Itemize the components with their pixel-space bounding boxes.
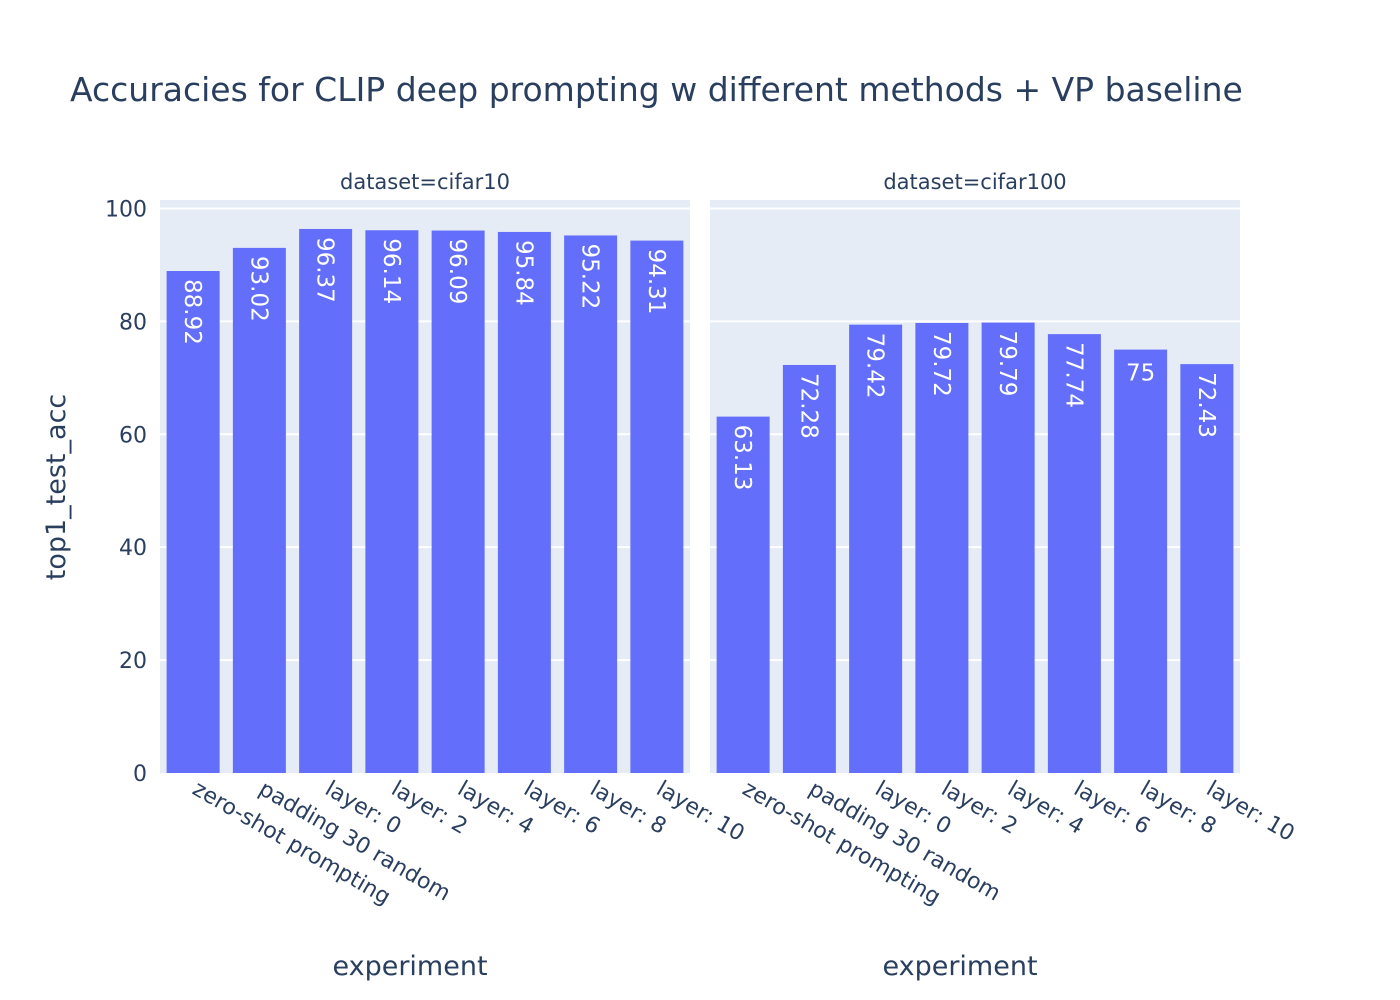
bar-7[interactable]	[564, 235, 618, 773]
bar-value-label: 77.74	[1060, 342, 1086, 408]
y-tick-label: 20	[119, 649, 147, 674]
bar-value-label: 72.28	[795, 373, 821, 439]
x-tick-label: layer: 8	[1136, 777, 1221, 840]
bar-3[interactable]	[849, 324, 903, 773]
bar-value-label: 75	[1126, 361, 1155, 387]
bar-6[interactable]	[497, 231, 551, 773]
x-tick-label: layer: 2	[387, 777, 472, 840]
bar-value-label: 79.42	[862, 333, 888, 399]
x-tick-label: layer: 6	[519, 777, 604, 840]
bar-3[interactable]	[299, 228, 353, 773]
bar-value-label: 96.09	[444, 239, 470, 305]
bar-7[interactable]	[1114, 349, 1168, 773]
y-tick-label: 80	[119, 310, 147, 335]
x-tick-label: layer: 4	[453, 777, 538, 840]
bar-value-label: 96.14	[378, 238, 404, 304]
x-tick-label: layer: 4	[1003, 777, 1088, 840]
bar-2[interactable]	[232, 247, 286, 773]
bar-5[interactable]	[981, 322, 1035, 773]
bar-6[interactable]	[1047, 334, 1101, 773]
x-tick-label: layer: 8	[586, 777, 671, 840]
bar-value-label: 72.43	[1193, 372, 1219, 438]
x-axis-title: experiment	[332, 951, 487, 982]
chart-title: Accuracies for CLIP deep prompting w dif…	[70, 70, 1243, 109]
bar-value-label: 94.31	[643, 249, 669, 315]
x-tick-label: layer: 6	[1069, 777, 1154, 840]
facet-title: dataset=cifar10	[340, 170, 510, 194]
x-tick-label: layer: 10	[652, 777, 749, 847]
bar-value-label: 79.72	[928, 331, 954, 397]
y-tick-label: 0	[133, 762, 147, 787]
bar-value-label: 96.37	[312, 237, 338, 303]
y-tick-label: 40	[119, 536, 147, 561]
bar-5[interactable]	[431, 230, 485, 773]
y-tick-label: 60	[119, 423, 147, 448]
bar-value-label: 63.13	[729, 425, 755, 491]
bar-8[interactable]	[630, 240, 684, 774]
bar-1[interactable]	[716, 416, 770, 773]
bar-1[interactable]	[166, 271, 220, 773]
x-axis-title: experiment	[882, 951, 1037, 982]
bar-2[interactable]	[782, 364, 836, 773]
facet-title: dataset=cifar100	[883, 170, 1066, 194]
bar-4[interactable]	[365, 230, 419, 773]
bar-value-label: 88.92	[179, 279, 205, 345]
bar-value-label: 95.84	[510, 240, 536, 306]
bar-value-label: 95.22	[577, 243, 603, 309]
bar-4[interactable]	[915, 322, 969, 773]
bar-value-label: 79.79	[994, 331, 1020, 397]
bar-value-label: 93.02	[245, 256, 271, 322]
y-axis-title: top1_test_acc	[41, 394, 72, 581]
x-tick-label: layer: 2	[937, 777, 1022, 840]
y-tick-label: 100	[105, 197, 147, 222]
bar-8[interactable]	[1180, 364, 1234, 773]
x-tick-label: layer: 10	[1202, 777, 1299, 847]
